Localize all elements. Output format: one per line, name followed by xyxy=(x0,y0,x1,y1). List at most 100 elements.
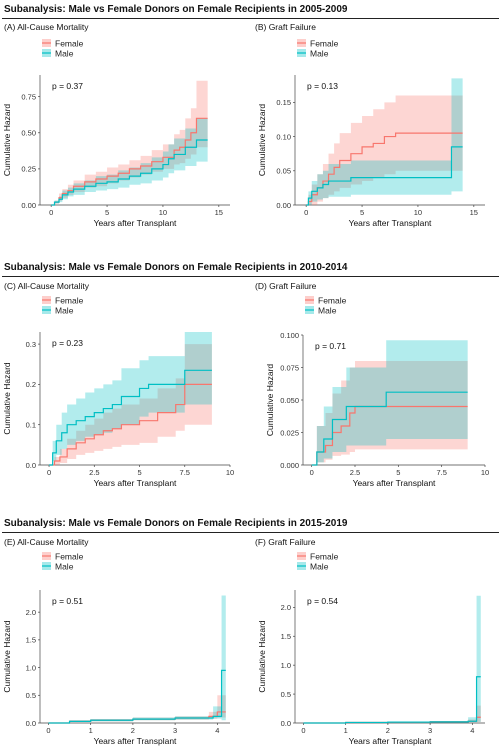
x-tick-label: 2.5 xyxy=(89,468,99,477)
p-value: p = 0.23 xyxy=(52,338,83,348)
y-tick-label: 0.0 xyxy=(26,461,36,470)
hazard-line-male xyxy=(51,139,208,206)
y-axis-label: Cumulative Hazard xyxy=(2,104,12,177)
x-tick-label: 1 xyxy=(344,726,348,735)
legend-label-female: Female xyxy=(55,296,84,306)
legend-label-male: Male xyxy=(55,562,74,572)
y-tick-label: 1.5 xyxy=(281,632,291,641)
x-tick-label: 7.5 xyxy=(436,468,446,477)
legend-label-male: Male xyxy=(310,562,329,572)
y-tick-label: 0.15 xyxy=(276,98,291,107)
y-axis-label: Cumulative Hazard xyxy=(257,620,267,693)
x-tick-label: 2.5 xyxy=(350,468,360,477)
x-tick-label: 5 xyxy=(396,468,400,477)
panel-title-b: (B) Graft Failure xyxy=(255,22,316,32)
x-tick-label: 15 xyxy=(215,208,223,217)
y-tick-label: 0.25 xyxy=(21,165,36,174)
hazard-line-male xyxy=(49,369,212,466)
panel-title-e: (E) All-Cause Mortality xyxy=(4,537,89,547)
y-tick-label: 0.2 xyxy=(26,380,36,389)
legend-label-female: Female xyxy=(310,552,339,562)
y-tick-label: 1.5 xyxy=(26,636,36,645)
panel-title-c: (C) All-Cause Mortality xyxy=(4,281,90,291)
ci-band-male xyxy=(49,332,212,465)
x-tick-label: 10 xyxy=(226,468,234,477)
y-tick-label: 0.0 xyxy=(26,719,36,728)
panel-title-f: (F) Graft Failure xyxy=(255,537,316,547)
x-tick-label: 2 xyxy=(386,726,390,735)
ci-band-female xyxy=(49,344,212,465)
section-divider xyxy=(2,276,499,277)
y-axis-label: Cumulative Hazard xyxy=(257,104,267,177)
ci-band-female xyxy=(303,705,481,723)
x-tick-label: 4 xyxy=(470,726,474,735)
ci-band-female xyxy=(51,80,208,205)
section-divider xyxy=(2,532,499,533)
x-axis-label: Years after Transplant xyxy=(94,218,177,228)
y-tick-label: 0.3 xyxy=(26,340,36,349)
legend-label-male: Male xyxy=(318,306,337,316)
x-axis-label: Years after Transplant xyxy=(349,218,432,228)
x-tick-label: 0 xyxy=(310,468,314,477)
x-tick-label: 7.5 xyxy=(180,468,190,477)
y-tick-label: 0.0 xyxy=(281,719,291,728)
y-tick-label: 0.10 xyxy=(276,132,291,141)
ci-band-male xyxy=(303,595,481,723)
p-value: p = 0.71 xyxy=(315,341,346,351)
section-title: Subanalysis: Male vs Female Donors on Fe… xyxy=(4,4,348,15)
x-tick-label: 3 xyxy=(173,726,177,735)
ci-band-male xyxy=(51,118,208,205)
section-divider xyxy=(2,18,499,19)
x-tick-label: 4 xyxy=(215,726,219,735)
ci-band-male xyxy=(48,595,226,723)
x-axis-label: Years after Transplant xyxy=(94,736,177,746)
p-value: p = 0.54 xyxy=(307,596,338,606)
y-tick-label: 0.00 xyxy=(276,201,291,210)
x-tick-label: 0 xyxy=(47,468,51,477)
y-axis-label: Cumulative Hazard xyxy=(265,364,275,437)
legend-label-female: Female xyxy=(55,39,84,49)
y-tick-label: 0.000 xyxy=(280,461,299,470)
panel-title-d: (D) Graft Failure xyxy=(255,281,317,291)
hazard-line-male xyxy=(48,669,226,724)
x-tick-label: 1 xyxy=(89,726,93,735)
p-value: p = 0.13 xyxy=(307,81,338,91)
x-tick-label: 10 xyxy=(414,208,422,217)
ci-band-female xyxy=(311,361,468,465)
y-tick-label: 1.0 xyxy=(281,661,291,670)
y-tick-label: 0.75 xyxy=(21,92,36,101)
hazard-line-female xyxy=(51,117,208,206)
hazard-line-male xyxy=(303,676,481,724)
y-tick-label: 1.0 xyxy=(26,663,36,672)
x-tick-label: 2 xyxy=(131,726,135,735)
x-tick-label: 0 xyxy=(46,726,50,735)
hazard-line-male xyxy=(311,391,468,466)
x-tick-label: 15 xyxy=(470,208,478,217)
legend-label-female: Female xyxy=(318,296,347,306)
y-axis-label: Cumulative Hazard xyxy=(2,620,12,693)
y-tick-label: 0.050 xyxy=(280,396,299,405)
hazard-line-male xyxy=(306,146,463,206)
y-tick-label: 0.1 xyxy=(26,420,36,429)
y-tick-label: 0.075 xyxy=(280,363,299,372)
hazard-line-female xyxy=(306,132,463,206)
x-tick-label: 3 xyxy=(428,726,432,735)
y-tick-label: 0.5 xyxy=(281,690,291,699)
legend-label-male: Male xyxy=(310,49,329,59)
ci-band-male xyxy=(311,340,468,465)
y-axis-label: Cumulative Hazard xyxy=(2,362,12,435)
section-title: Subanalysis: Male vs Female Donors on Fe… xyxy=(4,518,348,529)
legend-label-female: Female xyxy=(310,39,339,49)
x-tick-label: 10 xyxy=(159,208,167,217)
legend-label-male: Male xyxy=(55,306,74,316)
